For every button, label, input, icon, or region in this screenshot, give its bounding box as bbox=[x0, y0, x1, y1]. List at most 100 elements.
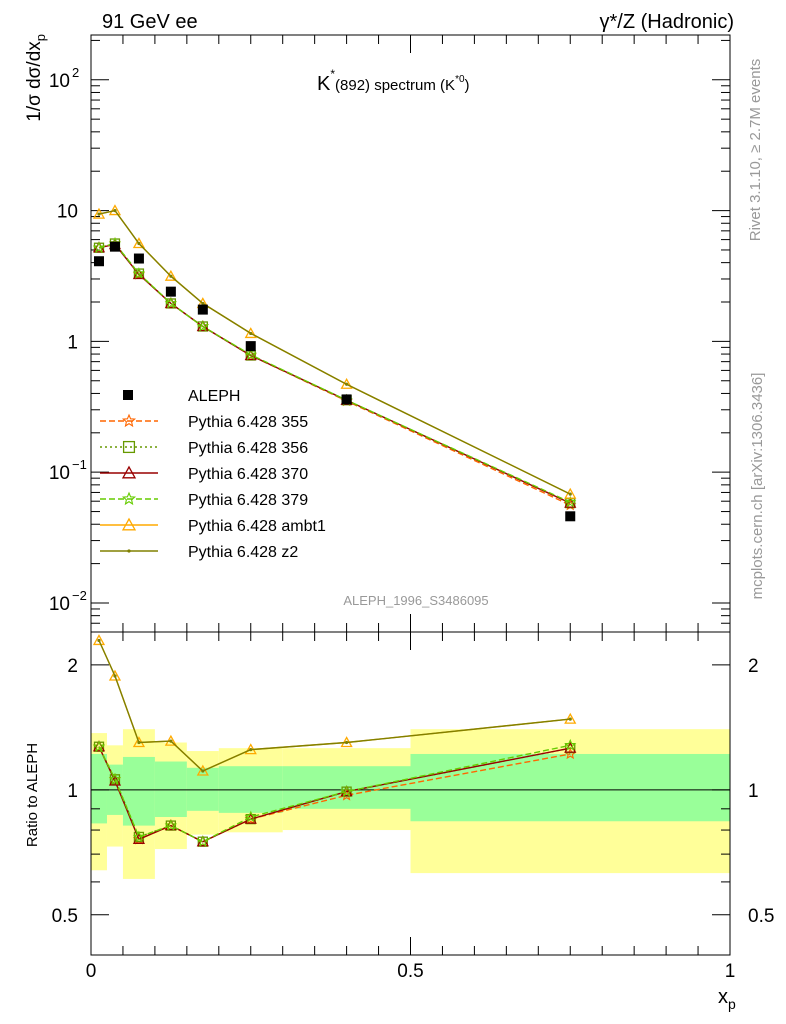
rivet-label: Rivet 3.1.10, ≥ 2.7M events bbox=[747, 59, 764, 242]
legend-label-3: Pythia 6.428 379 bbox=[188, 492, 308, 509]
main-series-line-0 bbox=[98, 242, 571, 506]
legend-label-5: Pythia 6.428 z2 bbox=[188, 544, 298, 561]
main-series-4-point-5 bbox=[244, 327, 257, 339]
mcplots-label: mcplots.cern.ch [arXiv:1306.3436] bbox=[749, 373, 766, 600]
main-series-3-point-5 bbox=[244, 348, 257, 360]
ratio-series-3-point-7 bbox=[564, 738, 577, 751]
ratio-series-3-point-5 bbox=[244, 810, 257, 823]
main-series-line-3 bbox=[98, 242, 571, 503]
ratio-series-5-point-4 bbox=[201, 769, 205, 773]
main-series-5-point-4 bbox=[201, 301, 205, 306]
main-series-3-point-0 bbox=[92, 241, 106, 253]
ratio-series-5-point-2 bbox=[137, 740, 141, 745]
aleph-point-7 bbox=[565, 511, 576, 522]
main-plot-frame bbox=[90, 34, 731, 633]
ratio-series-3-point-1 bbox=[108, 772, 122, 785]
title-star: * bbox=[330, 67, 335, 81]
main-series-5-point-7 bbox=[568, 492, 572, 496]
ratio-ytick-label-left-1: 1 bbox=[67, 781, 78, 802]
main-series-2-point-4 bbox=[196, 320, 209, 332]
title-close: ) bbox=[465, 77, 470, 94]
ratio-series-layer bbox=[92, 634, 577, 847]
main-series-5-point-0 bbox=[97, 212, 101, 216]
aleph-data-points bbox=[93, 241, 576, 522]
band-inner-4 bbox=[186, 767, 219, 811]
xlabel-sub: p bbox=[728, 996, 736, 1012]
ratio-series-5-point-1 bbox=[113, 674, 117, 678]
legend-label-1: Pythia 6.428 356 bbox=[188, 440, 308, 457]
ratio-series-3-point-2 bbox=[132, 830, 146, 843]
ratio-series-5-point-7 bbox=[568, 717, 572, 721]
main-series-5-point-2 bbox=[137, 241, 141, 246]
ratio-xtick-label-0: 0 bbox=[86, 961, 97, 982]
ratio-series-5-point-0 bbox=[97, 638, 101, 643]
legend-label-aleph: ALEPH bbox=[188, 388, 240, 405]
ylabel-sub: p bbox=[33, 34, 48, 41]
title-range: (892) spectrum (K bbox=[335, 77, 455, 94]
ratio-series-4-point-0 bbox=[92, 634, 106, 646]
legend-label-4: Pythia 6.428 ambt1 bbox=[188, 518, 326, 535]
aleph-point-6 bbox=[341, 394, 352, 405]
legend-marker-4 bbox=[121, 517, 137, 531]
ratio-series-5-point-3 bbox=[169, 739, 173, 743]
header-right: γ*/Z (Hadronic) bbox=[600, 11, 734, 33]
ratio-ytick-label-right-2: 2 bbox=[748, 656, 759, 677]
x-axis-label: xp bbox=[718, 986, 736, 1012]
aleph-point-4 bbox=[197, 304, 208, 315]
main-ytick-exp-4: −2 bbox=[72, 588, 87, 603]
main-ytick-label-1: 10 bbox=[57, 202, 78, 223]
ratio-series-4-point-1 bbox=[108, 669, 122, 681]
analysis-watermark: ALEPH_1996_S3486095 bbox=[343, 593, 488, 608]
ratio-series-2-point-3 bbox=[164, 819, 177, 831]
main-series-4-point-6 bbox=[340, 377, 353, 389]
title-star0: *0 bbox=[455, 74, 465, 85]
main-ytick-label-4: 10 bbox=[49, 594, 70, 615]
main-series-2-point-3 bbox=[164, 297, 177, 309]
title-k: K bbox=[317, 73, 331, 95]
main-series-5-point-3 bbox=[169, 274, 173, 278]
legend-marker-3 bbox=[121, 491, 137, 506]
ratio-series-3-point-0 bbox=[92, 740, 106, 752]
aleph-point-5 bbox=[245, 341, 256, 352]
band-inner-2 bbox=[122, 756, 155, 826]
ratio-series-line-5 bbox=[98, 640, 571, 772]
ratio-xtick-label-2: 1 bbox=[725, 961, 736, 982]
main-series-line-4 bbox=[98, 209, 571, 495]
ratio-axis-ticks: 0.5 0.5 1 1 2 2 0 0.5 1 bbox=[52, 632, 774, 982]
main-ytick-exp-3: −1 bbox=[72, 457, 87, 472]
ratio-ytick-label-right-0: 0.5 bbox=[748, 906, 774, 927]
ylabel-main: 1/σ dσ/dx bbox=[24, 41, 45, 122]
main-ytick-label-2: 1 bbox=[67, 332, 78, 353]
ratio-series-3-point-6 bbox=[340, 785, 353, 797]
ratio-ytick-label-right-1: 1 bbox=[748, 781, 759, 802]
main-series-line-1 bbox=[98, 242, 571, 504]
ratio-series-5-point-5 bbox=[249, 747, 253, 752]
xlabel-main: x bbox=[718, 986, 728, 1008]
ratio-series-line-3 bbox=[98, 744, 571, 843]
main-ytick-label-3: 10 bbox=[49, 463, 70, 484]
main-series-3-point-2 bbox=[132, 267, 146, 279]
legend-marker-0 bbox=[121, 413, 137, 428]
main-series-3-point-4 bbox=[196, 320, 209, 332]
main-series-3-point-7 bbox=[564, 495, 577, 508]
legend-label-2: Pythia 6.428 370 bbox=[188, 466, 308, 483]
main-series-line-5 bbox=[98, 209, 571, 495]
ratio-series-2-point-6 bbox=[340, 785, 353, 797]
legend-label-0: Pythia 6.428 355 bbox=[188, 414, 308, 431]
legend-marker-1 bbox=[122, 440, 136, 454]
ratio-series-2-point-0 bbox=[92, 740, 106, 752]
legend-marker-5 bbox=[127, 549, 131, 553]
main-ytick-exp-0: 2 bbox=[72, 65, 79, 80]
main-series-line-2 bbox=[98, 243, 571, 504]
legend-marker-aleph bbox=[123, 390, 133, 400]
ratio-series-5-point-6 bbox=[345, 740, 349, 745]
legend: ALEPH Pythia 6.428 355 Pythia 6.428 356 Pyt… bbox=[100, 388, 326, 561]
main-series-5-point-6 bbox=[345, 382, 349, 386]
aleph-point-3 bbox=[165, 286, 176, 297]
ratio-series-4-point-7 bbox=[564, 712, 577, 724]
header-left: 91 GeV ee bbox=[102, 11, 198, 33]
ratio-error-bands bbox=[91, 729, 730, 879]
plot-title: K*(892) spectrum (K*0) bbox=[317, 67, 470, 95]
